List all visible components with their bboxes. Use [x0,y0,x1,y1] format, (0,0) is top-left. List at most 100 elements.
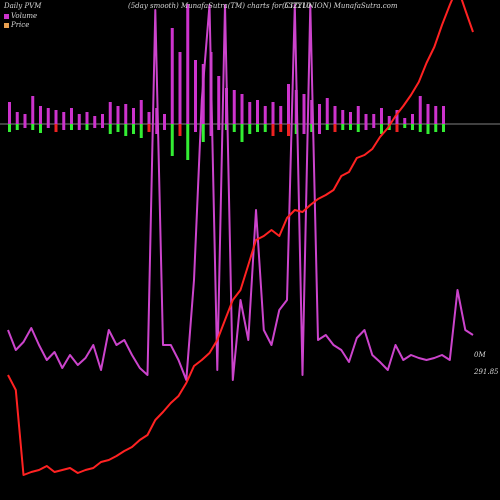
volume-bar-down [411,124,414,130]
volume-bar-down [395,124,399,132]
volume-line [7,4,474,381]
volume-bar-down [318,124,321,134]
volume-bar-up [101,114,104,124]
volume-bar-up [349,112,352,124]
volume-bar-up [116,106,120,124]
volume-bar-up [356,106,360,124]
volume-bar-down [23,124,27,128]
volume-bar-up [426,104,430,124]
volume-bar-up [240,94,244,124]
volume-bar-down [170,124,174,156]
volume-bar-down [178,124,182,136]
volume-bar-down [287,124,290,136]
volume-bar-down [101,124,104,128]
volume-bar-down [62,124,66,130]
volume-bar-down [240,124,244,142]
volume-bar-up [256,100,259,124]
volume-bar-up [15,112,19,124]
volume-bar-up [93,116,97,124]
volume-bar-up [248,102,252,124]
volume-bar-down [15,124,19,130]
volume-bar-up [124,104,128,124]
volume-bar-up [46,108,50,124]
volume-bar-down [85,124,89,130]
volume-bar-down [349,124,352,130]
volume-bar-up [23,114,27,124]
volume-bar-down [147,124,151,132]
volume-bar-up [325,98,329,124]
volume-end-label: 0M [474,351,486,359]
price-end-label: 291.85 [474,368,499,376]
volume-bar-down [263,124,267,132]
volume-bar-up [217,76,221,124]
legend-volume-label: Volume [11,12,38,20]
volume-bar-down [279,124,283,132]
price-line [7,0,474,476]
volume-bar-up [411,114,414,124]
volume-bar-up [108,102,112,124]
volume-bar-down [163,124,166,130]
volume-bar-up [31,96,35,124]
volume-bar-down [294,124,298,134]
volume-bar-up [341,110,345,124]
volume-bar-down [403,124,407,128]
volume-bar-up [147,112,151,124]
volume-bar-up [194,60,197,124]
volume-bar-down [31,124,35,130]
volume-bar-down [8,124,11,132]
volume-bar-up [70,108,73,124]
volume-bar-up [163,114,166,124]
volume-bar-down [124,124,128,136]
volume-bar-down [356,124,360,132]
chart-header-right: (CITYUNION) MunafaSutra.com [282,2,398,10]
volume-bar-down [418,124,422,132]
volume-bar-up [232,90,236,124]
volume-bar-down [225,124,228,130]
legend-volume: Volume [4,12,37,20]
legend-price-label: Price [11,21,30,29]
volume-bar-up [39,106,42,124]
volume-bar-down [116,124,120,132]
volume-bar-down [333,124,337,132]
volume-bar-up [170,28,174,124]
volume-bar-up [310,100,314,124]
volume-bar-down [39,124,42,133]
volume-bar-down [217,124,221,130]
volume-bar-down [341,124,345,130]
volume-bar-down [93,124,97,128]
volume-bar-down [248,124,252,134]
volume-bar-up [77,114,81,124]
volume-bar-down [310,124,314,132]
volume-bar-up [387,116,391,124]
volume-bar-up [395,110,399,124]
volume-bar-down [46,124,50,128]
volume-bar-down [209,124,213,136]
chart-header-middle: (5day smooth) MunafaSutra(TM) charts for… [128,2,311,10]
volume-bar-down [325,124,329,130]
volume-bar-up [178,52,182,124]
volume-bar-up [380,108,383,124]
volume-bar-down [434,124,438,132]
volume-bar-down [442,124,445,132]
volume-bar-down [256,124,259,132]
price-swatch [4,22,9,28]
volume-bar-up [333,106,337,124]
volume-bar-up [318,104,321,124]
volume-bar-up [8,102,11,124]
volume-bar-down [54,124,58,132]
volume-bar-down [155,124,159,134]
volume-bar-down [139,124,143,138]
volume-bar-up [287,84,290,124]
volume-bar-up [434,106,438,124]
volume-bar-up [132,108,135,124]
volume-bar-down [132,124,135,134]
volume-swatch [4,13,9,19]
volume-bar-up [279,106,283,124]
volume-bar-down [108,124,112,134]
volume-bar-up [442,106,445,124]
volume-bar-up [418,96,422,124]
volume-bar-up [302,94,306,124]
volume-bar-up [364,114,368,124]
volume-bar-down [302,124,306,134]
